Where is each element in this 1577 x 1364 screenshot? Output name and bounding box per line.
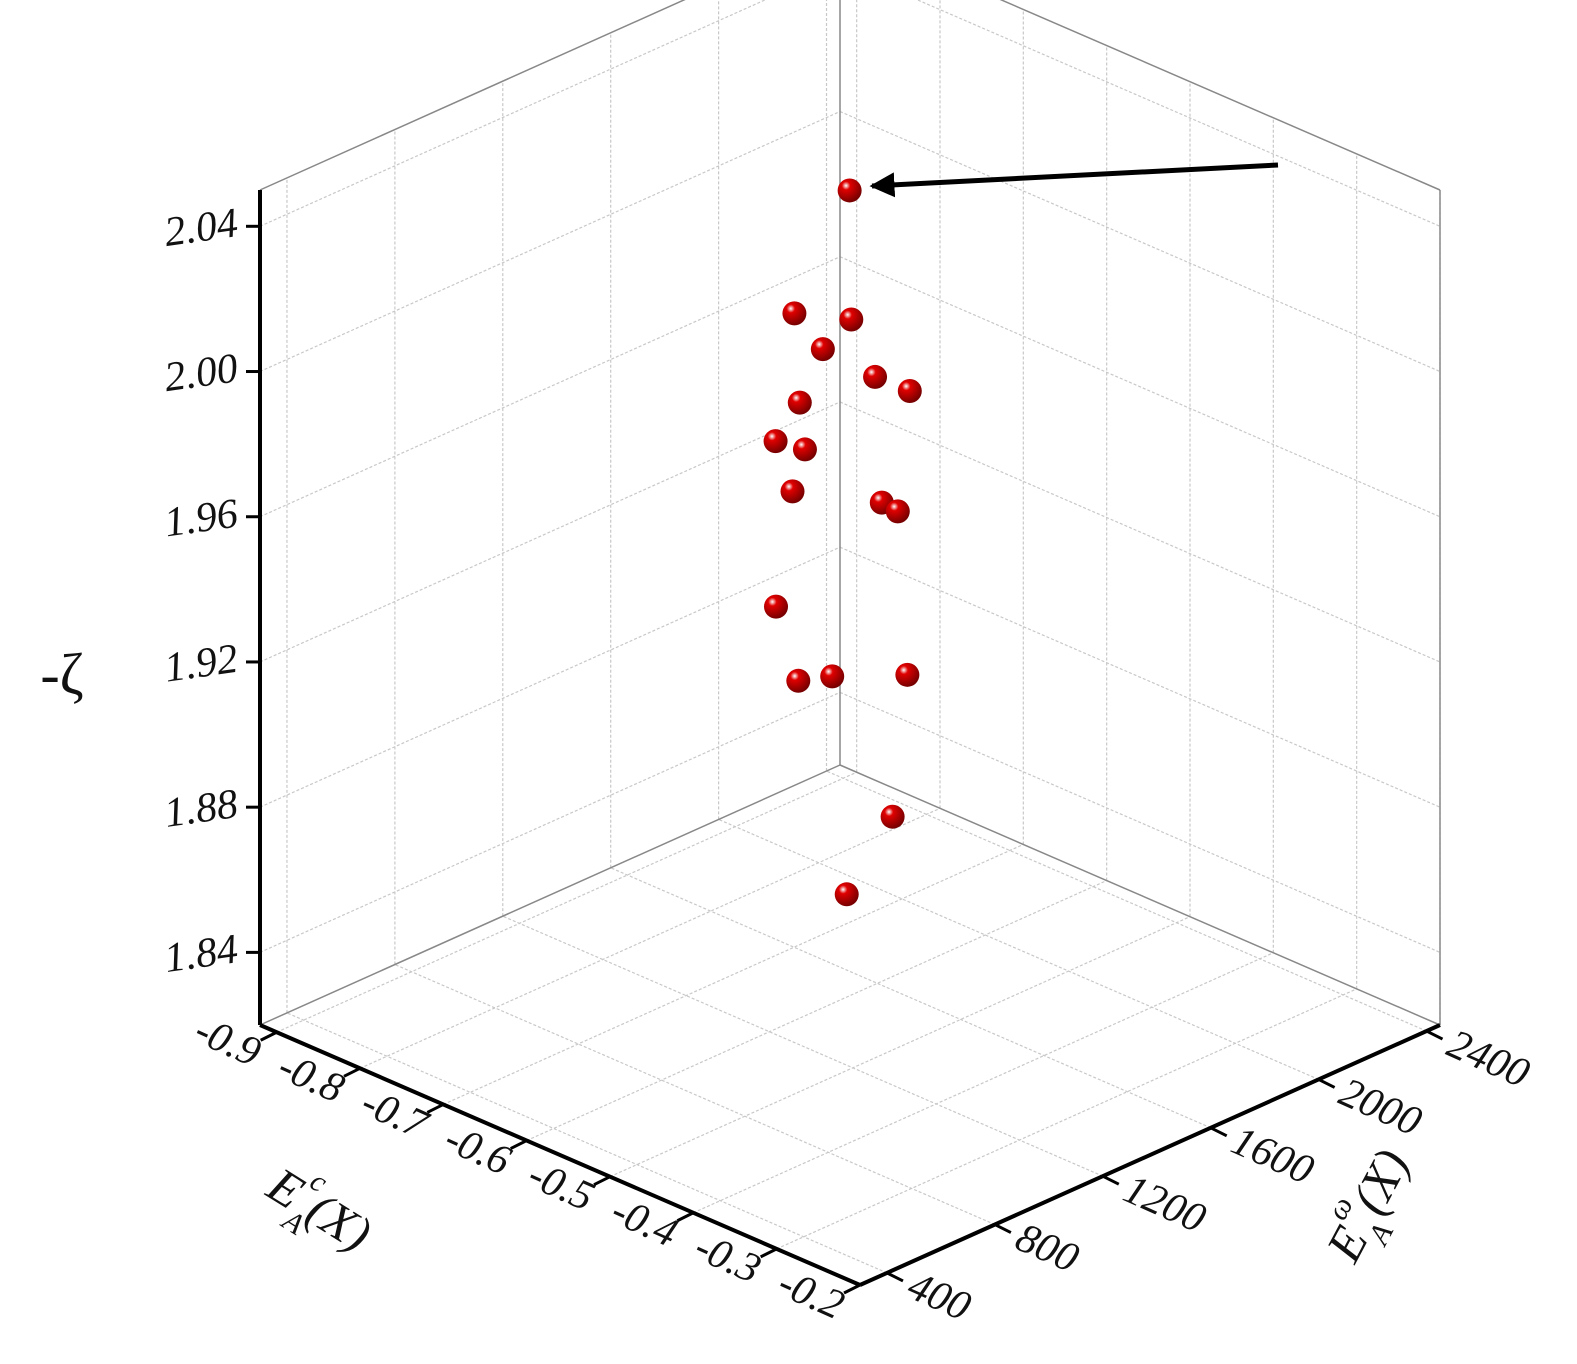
grid-line: [839, 256, 1441, 518]
z-tick-label: 1.96: [162, 491, 241, 547]
x-tick-label: -0.2: [771, 1260, 850, 1329]
grid-line: [776, 988, 1357, 1250]
x-tick-label: -0.9: [188, 1007, 267, 1076]
x-tick: [593, 1175, 611, 1187]
x-tick: [426, 1103, 445, 1114]
points: [763, 178, 922, 907]
y-tick: [1102, 1174, 1120, 1186]
grid-line: [259, 0, 767, 227]
grid-line: [259, 691, 841, 953]
annotation-arrow: [869, 162, 1279, 198]
grid-line: [610, 867, 1211, 1129]
frame-edge: [839, 764, 1441, 1026]
z-tick-label: 1.92: [162, 636, 241, 692]
point: [895, 662, 920, 687]
point: [787, 390, 812, 415]
y-tick-label: 2000: [1333, 1069, 1428, 1145]
grid-line: [718, 818, 1319, 1080]
x-tick: [343, 1066, 361, 1078]
y-tick: [1210, 1126, 1228, 1138]
grid: [259, 0, 1441, 1286]
point: [834, 882, 859, 907]
x-tick-label: -0.3: [688, 1224, 767, 1293]
point: [820, 664, 845, 689]
frame-edge: [999, 0, 1441, 191]
grid-line: [359, 807, 941, 1069]
y-axis-line: [859, 1023, 1441, 1287]
grid-line: [839, 691, 1441, 953]
x-tick-label: -0.6: [438, 1115, 517, 1184]
frame-edge: [259, 764, 841, 1026]
grid-line: [826, 770, 1427, 1032]
frame-edge: [259, 0, 686, 191]
point: [897, 379, 922, 404]
grid-line: [276, 771, 857, 1033]
y-axis-title: EAω(X): [1305, 1135, 1432, 1278]
x-tick-label: -0.4: [605, 1188, 684, 1257]
x-axis-title: EAc(X): [250, 1146, 387, 1274]
x-tick-label: -0.7: [355, 1079, 436, 1149]
y-tick: [994, 1223, 1012, 1234]
x-tick: [843, 1283, 861, 1295]
grid-line: [259, 546, 841, 808]
point: [782, 301, 807, 326]
x-tick-label: -0.5: [521, 1152, 600, 1221]
point: [764, 594, 789, 619]
point: [863, 364, 888, 389]
grid-line: [502, 915, 1104, 1177]
grid-line: [259, 256, 841, 518]
grid-line: [394, 963, 996, 1226]
y-tick: [1317, 1078, 1336, 1089]
point: [880, 804, 905, 829]
grid-line: [609, 916, 1191, 1178]
y-tick-label: 400: [901, 1263, 977, 1331]
grid-line: [259, 110, 841, 373]
grid-line: [443, 843, 1024, 1105]
y-tick-label: 800: [1009, 1214, 1085, 1282]
x-tick: [759, 1247, 778, 1259]
point: [763, 429, 788, 454]
point: [810, 337, 835, 362]
point: [792, 437, 817, 462]
point: [839, 307, 864, 332]
point: [786, 668, 811, 693]
z-tick-label: 1.84: [162, 926, 241, 982]
grid-line: [916, 0, 1441, 227]
y-tick-label: 2400: [1441, 1021, 1536, 1097]
y-tick-label: 1600: [1225, 1118, 1320, 1194]
x-tick-label: -0.8: [271, 1043, 350, 1112]
y-tick: [886, 1271, 904, 1283]
point: [885, 499, 910, 524]
grid-line: [839, 546, 1441, 808]
grid-line: [693, 952, 1274, 1214]
z-tick-label: 2.00: [162, 345, 241, 401]
z-axis-title: -ζ: [40, 641, 83, 706]
x-tick: [259, 1030, 278, 1042]
x-tick: [676, 1211, 695, 1223]
y-tick-label: 1200: [1117, 1166, 1212, 1242]
grid-line: [286, 1012, 888, 1274]
z-tick-label: 2.04: [162, 200, 241, 256]
y-tick: [1425, 1029, 1444, 1041]
grid-line: [839, 110, 1441, 373]
x-tick: [509, 1139, 528, 1150]
grid-line: [526, 880, 1107, 1142]
point: [780, 479, 805, 504]
grid-line: [839, 401, 1441, 663]
z-tick-label: 1.88: [162, 781, 241, 837]
point: [837, 178, 862, 203]
grid-line: [259, 401, 841, 663]
